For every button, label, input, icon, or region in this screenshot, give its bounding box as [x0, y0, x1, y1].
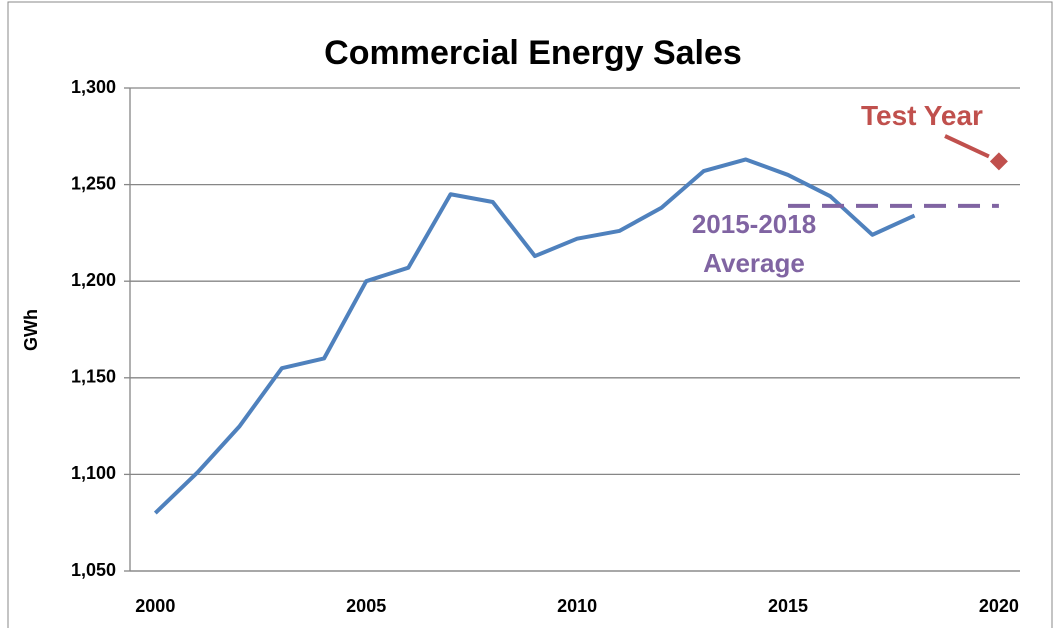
chart-border	[7, 1, 1053, 633]
x-tick-label: 2000	[135, 596, 175, 616]
y-axis-label: GWh	[21, 309, 41, 351]
annotation-line: Test Year	[861, 100, 983, 131]
x-tick-label: 2010	[557, 596, 597, 616]
chart-title: Commercial Energy Sales	[324, 34, 742, 72]
y-tick-label: 1,050	[71, 560, 116, 580]
y-tick-label: 1,100	[71, 463, 116, 483]
data-line	[153, 157, 916, 515]
annotation-line: Average	[703, 248, 805, 278]
x-tick-label: 2005	[346, 596, 386, 616]
annotation: Test Year	[861, 100, 983, 131]
y-tick-label: 1,150	[71, 367, 116, 387]
y-tick-label: 1,250	[71, 173, 116, 193]
x-tick-label: 2015	[768, 596, 808, 616]
annotation: 2015-2018 Average	[692, 209, 816, 278]
annotation-line: 2015-2018	[692, 209, 816, 239]
annotation-pointer	[944, 134, 990, 159]
x-tick-label: 2020	[979, 596, 1019, 616]
test-year-marker	[989, 152, 1008, 171]
y-tick-label: 1,200	[71, 270, 116, 290]
y-tick-label: 1,300	[71, 77, 116, 97]
